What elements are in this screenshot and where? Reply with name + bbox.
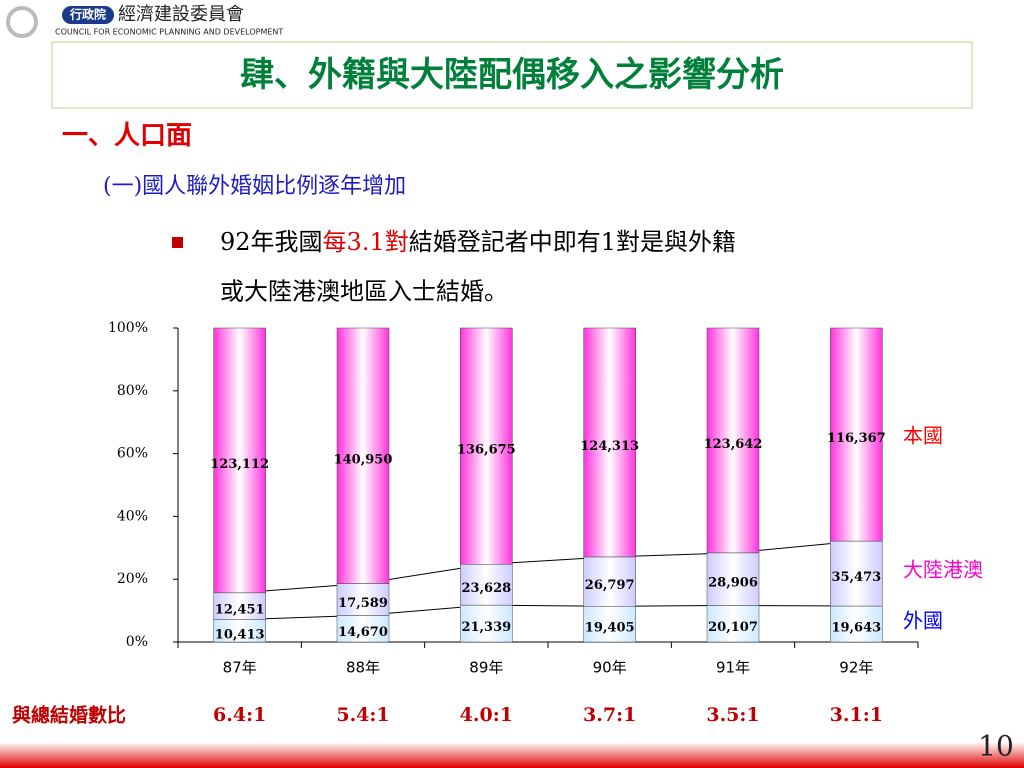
x-tick-label: 90年 (593, 659, 627, 677)
x-tick-label: 91年 (716, 659, 750, 677)
bar-segment (460, 327, 513, 565)
footer-bar (0, 742, 1024, 768)
section: 一、人口面 (62, 121, 192, 151)
bullet-line: 92年我國每3.1對結婚登記者中即有1對是與外籍 (220, 228, 736, 256)
value-label: 19,405 (585, 621, 635, 636)
x-tick-label: 88年 (346, 659, 380, 677)
value-label: 124,313 (580, 439, 639, 454)
value-label: 136,675 (457, 443, 516, 458)
series-line (239, 604, 857, 621)
logo-icon (6, 6, 38, 38)
bar-segment (706, 605, 760, 643)
ratio: 3.5:1 (706, 704, 759, 726)
legend-label: 外國 (903, 609, 943, 633)
x-tick-label: 87年 (223, 659, 257, 677)
bar-segment (213, 592, 266, 620)
bullet-line: 或大陸港澳地區入士結婚。 (220, 278, 508, 306)
title: 肆、外籍與大陸配偶移入之影響分析 (240, 55, 784, 95)
ratio: 6.4:1 (213, 704, 266, 726)
bar-segment (460, 604, 513, 643)
value-label: 21,339 (461, 620, 511, 635)
value-label: 116,367 (827, 431, 886, 446)
bullet-text: 結婚登記者中即有1對是與外籍 (409, 228, 736, 256)
y-tick-label: 80% (117, 383, 148, 399)
y-tick-label: 20% (117, 571, 148, 587)
x-tick-label: 89年 (469, 659, 503, 677)
value-label: 10,413 (215, 627, 265, 642)
value-label: 35,473 (831, 570, 881, 585)
value-label: 17,589 (338, 596, 388, 611)
bullet-marker (172, 237, 183, 248)
ratio: 4.0:1 (460, 704, 513, 726)
value-label: 123,112 (210, 457, 269, 472)
x-tick-label: 92年 (839, 659, 873, 677)
bar-segment (213, 327, 266, 594)
value-label: 26,797 (585, 578, 635, 593)
y-tick-label: 0% (126, 634, 148, 650)
series-line (239, 540, 857, 594)
value-label: 14,670 (338, 625, 388, 640)
bar-segment (583, 606, 636, 643)
bar-segment (583, 556, 636, 607)
org-en: COUNCIL FOR ECONOMIC PLANNING AND DEVELO… (55, 28, 283, 37)
ratio-label: 與總結婚數比 (12, 704, 126, 727)
value-label: 28,906 (708, 576, 758, 591)
title-box (51, 41, 973, 109)
subsection: (一)國人聯外婚姻比例逐年增加 (103, 174, 406, 199)
org: 行政院 (69, 7, 106, 22)
value-label: 140,950 (334, 452, 393, 467)
bullet-highlight: 每3.1對 (323, 228, 409, 256)
value-label: 123,642 (704, 437, 763, 452)
ratio: 5.4:1 (336, 704, 389, 726)
y-tick-label: 100% (108, 320, 148, 336)
legend-label: 大陸港澳 (903, 558, 983, 582)
value-label: 20,107 (708, 620, 758, 635)
y-tick-label: 60% (117, 446, 148, 462)
bar-segment (830, 540, 883, 607)
value-label: 12,451 (215, 603, 265, 618)
value-label: 19,643 (831, 621, 881, 636)
bar-segment (830, 605, 883, 643)
bar-segment (706, 327, 760, 554)
bar-segment (706, 552, 760, 606)
bar-segment (460, 564, 513, 606)
value-label: 23,628 (461, 581, 511, 596)
legend-label: 本國 (903, 424, 943, 448)
bar-segment (336, 327, 390, 584)
bar-segment (830, 327, 883, 542)
y-tick-label: 40% (117, 508, 148, 524)
ratio: 3.7:1 (583, 704, 636, 726)
bullet-text: 92年我國 (220, 228, 323, 256)
org-name: 經濟建設委員會 (118, 4, 244, 25)
page-number: 10 (978, 730, 1014, 763)
ratio: 3.1:1 (830, 704, 883, 726)
logo-badge (62, 6, 114, 24)
bar-segment (583, 327, 636, 558)
